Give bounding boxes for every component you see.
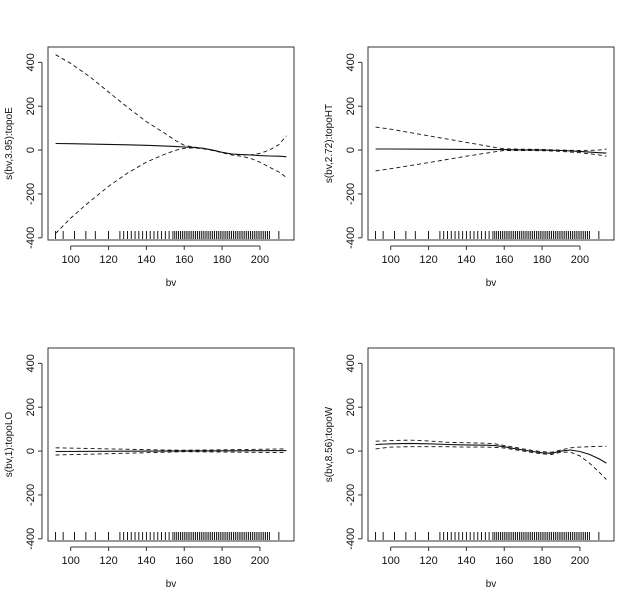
y-axis-label: s(bv,3.95):topoE: [4, 107, 15, 180]
confidence-band-line: [375, 439, 607, 453]
y-tick-label: 0: [25, 147, 37, 153]
smooth-curve: [375, 148, 607, 154]
panel-2: 100 120 140 160 180 200 -400 -200 0 200 400 bv s(bv,…: [324, 46, 615, 289]
x-tick-label: 140: [457, 254, 475, 266]
x-tick-label: 100: [62, 254, 80, 266]
confidence-band-line: [55, 451, 287, 456]
y-tick-label: 200: [25, 398, 37, 416]
panel-4: 100 120 140 160 180 200 -400 -200 0 200 400 bv s(bv,…: [324, 347, 615, 590]
confidence-band-line: [55, 447, 287, 451]
y-tick-label: -200: [25, 484, 37, 506]
y-tick-label: 0: [25, 448, 37, 454]
y-tick-label: -400: [25, 227, 37, 249]
y-tick-label: 0: [345, 448, 357, 454]
y-tick-label: 0: [345, 147, 357, 153]
x-tick-label: 180: [213, 555, 231, 567]
x-tick-label: 100: [62, 555, 80, 567]
y-tick-label: 200: [345, 97, 357, 115]
y-tick-label: -200: [345, 183, 357, 205]
panel-3: 100 120 140 160 180 200 -400 -200 0 200 400 bv s(bv,…: [4, 347, 295, 590]
x-axis-label: bv: [166, 278, 177, 289]
confidence-band-line: [375, 150, 607, 172]
y-axis-label: s(bv,8.56):topoW: [324, 406, 335, 482]
y-tick-label: 400: [25, 53, 37, 71]
x-tick-label: 100: [382, 254, 400, 266]
y-tick-label: 400: [345, 354, 357, 372]
x-tick-label: 120: [419, 254, 437, 266]
x-tick-label: 160: [495, 254, 513, 266]
x-tick-label: 140: [457, 555, 475, 567]
x-tick-label: 120: [419, 555, 437, 567]
y-axis-label: s(bv,1):topoLO: [4, 412, 15, 478]
y-tick-label: 400: [345, 53, 357, 71]
x-tick-label: 180: [533, 555, 551, 567]
plot-frame: [367, 46, 615, 241]
y-tick-label: -200: [25, 183, 37, 205]
x-tick-label: 100: [382, 555, 400, 567]
plot-frame: [47, 46, 295, 241]
x-tick-label: 200: [571, 555, 589, 567]
y-tick-label: -400: [25, 528, 37, 550]
x-tick-label: 160: [175, 555, 193, 567]
x-tick-label: 180: [213, 254, 231, 266]
panel-1: 100 120 140 160 180 200 -400 -200 0 200 400 bv s(bv,…: [4, 46, 295, 289]
y-tick-label: 400: [25, 354, 37, 372]
x-tick-label: 200: [571, 254, 589, 266]
x-tick-label: 140: [137, 254, 155, 266]
smooth-curve: [375, 442, 607, 464]
x-tick-label: 200: [251, 254, 269, 266]
y-tick-label: -400: [345, 227, 357, 249]
confidence-band-line: [375, 126, 607, 151]
x-tick-label: 120: [99, 254, 117, 266]
x-tick-label: 160: [495, 555, 513, 567]
confidence-band-line: [55, 54, 287, 156]
x-tick-label: 200: [251, 555, 269, 567]
plot-frame: [47, 347, 295, 542]
x-tick-label: 120: [99, 555, 117, 567]
plot-frame: [367, 347, 615, 542]
confidence-band-line: [375, 446, 607, 480]
y-tick-label: 200: [345, 398, 357, 416]
x-tick-label: 140: [137, 555, 155, 567]
x-axis-label: bv: [486, 278, 497, 289]
y-tick-label: -400: [345, 528, 357, 550]
y-tick-label: 200: [25, 97, 37, 115]
smooth-curve: [55, 450, 287, 453]
x-tick-label: 160: [175, 254, 193, 266]
confidence-band-line: [55, 147, 287, 234]
y-axis-label: s(bv,2.72):topoHT: [324, 104, 335, 183]
x-axis-label: bv: [486, 579, 497, 590]
x-tick-label: 180: [533, 254, 551, 266]
x-axis-label: bv: [166, 579, 177, 590]
y-tick-label: -200: [345, 484, 357, 506]
